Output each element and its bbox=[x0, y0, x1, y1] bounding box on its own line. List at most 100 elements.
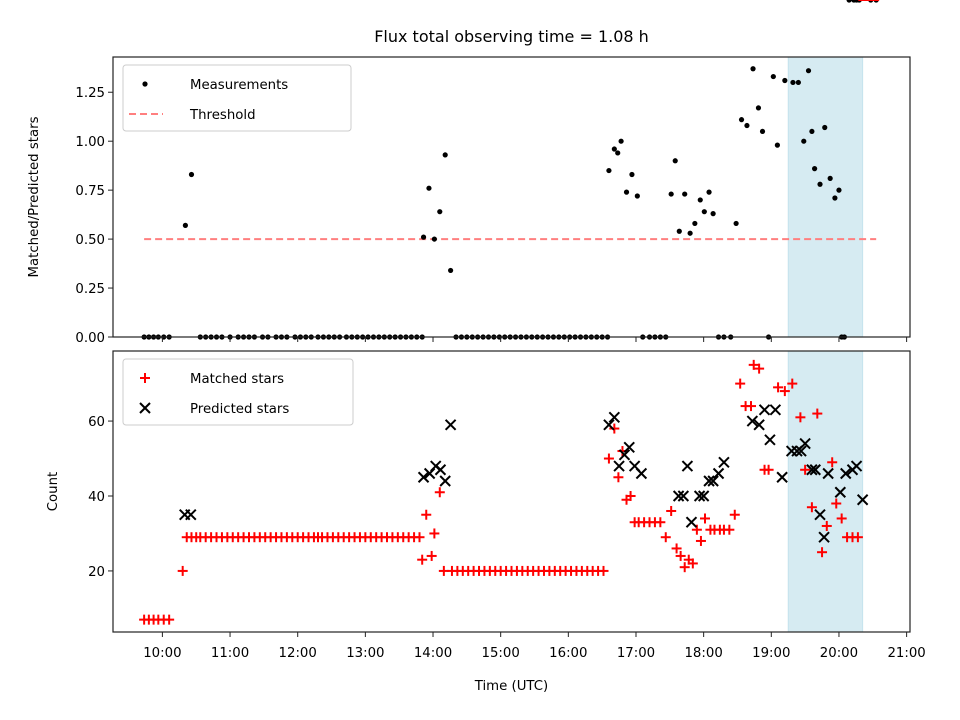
legend-label: Threshold bbox=[189, 108, 256, 123]
x-tick-label: 16:00 bbox=[549, 646, 587, 661]
measurement-point bbox=[611, 146, 617, 152]
y-tick-label: 0.25 bbox=[75, 282, 105, 297]
predicted-star-marker bbox=[677, 490, 690, 502]
measurement-point bbox=[744, 122, 750, 129]
legend: Measurements Threshold bbox=[122, 64, 352, 132]
x-tick-label: 11:00 bbox=[211, 646, 249, 661]
matched-star-marker bbox=[691, 524, 702, 535]
predicted-star-marker bbox=[795, 445, 807, 457]
measurement-point bbox=[676, 228, 682, 234]
x-tick-label: 20:00 bbox=[820, 646, 858, 661]
marker-stroke bbox=[822, 467, 834, 480]
measurement-point bbox=[782, 77, 788, 84]
predicted-star-marker bbox=[613, 460, 625, 472]
matched-star-marker bbox=[729, 509, 740, 520]
predicted-star-marker bbox=[434, 464, 447, 476]
matched-star-marker bbox=[812, 408, 823, 419]
measurement-point bbox=[448, 267, 454, 274]
matched-star-marker bbox=[598, 565, 609, 576]
x-axis-label: Time (UTC) bbox=[474, 679, 549, 694]
matched-star-marker bbox=[609, 423, 620, 434]
matched-star-marker bbox=[754, 363, 765, 374]
measurement-point bbox=[827, 175, 833, 181]
matched-star-marker bbox=[779, 386, 790, 397]
x-tick-label: 19:00 bbox=[752, 646, 790, 661]
legend-label: Predicted stars bbox=[190, 402, 289, 417]
predicted-star-marker bbox=[635, 467, 648, 480]
predicted-star-marker bbox=[840, 467, 852, 480]
predicted-star-marker bbox=[618, 449, 631, 461]
measurement-point bbox=[774, 142, 780, 148]
predicted-star-marker bbox=[718, 456, 730, 468]
x-tick-label: 14:00 bbox=[414, 646, 452, 661]
shaded-interval bbox=[787, 56, 864, 338]
measurement-point bbox=[822, 124, 828, 131]
matched-star-marker bbox=[699, 513, 710, 524]
matched-star-marker bbox=[421, 509, 432, 520]
legend-box bbox=[122, 64, 352, 132]
predicted-star-marker bbox=[417, 471, 430, 483]
predicted-star-marker bbox=[185, 509, 197, 521]
measurement-point bbox=[437, 209, 443, 215]
ratio-panel: 0.00 0.25 0.50 0.75 1.00 1.25 Measurements Thre… bbox=[75, 0, 911, 346]
marker-stroke bbox=[635, 467, 648, 480]
measurement-point bbox=[420, 234, 427, 240]
marker-stroke bbox=[185, 509, 197, 521]
measurement-point bbox=[431, 236, 437, 242]
matched-star-marker bbox=[660, 532, 671, 543]
measurement-point bbox=[697, 197, 703, 203]
marker-stroke bbox=[677, 490, 690, 502]
measurement-point bbox=[846, 0, 852, 3]
marker-stroke bbox=[856, 494, 869, 506]
predicted-star-marker bbox=[712, 467, 725, 480]
shaded-interval bbox=[787, 350, 864, 633]
marker-stroke bbox=[776, 471, 788, 483]
predicted-star-marker bbox=[834, 486, 847, 498]
predicted-star-marker bbox=[681, 460, 694, 472]
y-tick-label: 40 bbox=[88, 490, 105, 505]
matched-star-marker bbox=[655, 517, 666, 528]
marker-stroke bbox=[417, 471, 430, 483]
matched-star-marker bbox=[679, 562, 690, 573]
marker-stroke bbox=[608, 411, 621, 424]
predicted-star-marker bbox=[822, 467, 834, 480]
marker-stroke bbox=[434, 464, 447, 476]
measurement-point bbox=[733, 220, 739, 227]
measurement-point bbox=[182, 222, 188, 228]
predicted-star-marker bbox=[623, 441, 635, 453]
predicted-star-marker bbox=[753, 419, 765, 431]
marker-stroke bbox=[840, 467, 852, 480]
marker-stroke bbox=[685, 516, 698, 528]
axes-frame bbox=[112, 350, 911, 633]
matched-star-marker bbox=[724, 524, 735, 535]
x-tick-label: 10:00 bbox=[143, 646, 181, 661]
marker-stroke bbox=[613, 460, 625, 472]
y-axis-label-ratio: Matched/Predicted stars bbox=[27, 116, 42, 277]
measurement-point bbox=[672, 158, 678, 164]
y-tick-label: 60 bbox=[88, 415, 105, 430]
marker-stroke bbox=[764, 434, 776, 446]
matched-star-marker bbox=[671, 543, 682, 554]
marker-stroke bbox=[850, 460, 863, 472]
predicted-star-marker bbox=[697, 490, 710, 502]
measurement-point bbox=[668, 191, 674, 197]
matched-star-marker bbox=[852, 532, 863, 543]
predicted-star-marker bbox=[444, 419, 457, 431]
predicted-star-marker bbox=[814, 509, 826, 521]
measurement-point bbox=[817, 181, 823, 187]
matched-star-marker bbox=[800, 464, 811, 475]
measurement-point bbox=[809, 128, 815, 135]
matched-star-marker bbox=[746, 401, 757, 412]
x-tick-label: 13:00 bbox=[346, 646, 384, 661]
measurement-point bbox=[805, 68, 812, 74]
matched-star-marker bbox=[831, 498, 842, 509]
measurement-point bbox=[710, 211, 716, 217]
marker-stroke bbox=[444, 419, 457, 431]
predicted-star-marker bbox=[693, 490, 706, 502]
legend-label: Matched stars bbox=[190, 372, 284, 387]
marker-stroke bbox=[718, 456, 730, 468]
matched-star-marker bbox=[625, 490, 636, 501]
chart-title: Flux total observing time = 1.08 h bbox=[374, 27, 649, 46]
measurement-point bbox=[701, 209, 707, 215]
